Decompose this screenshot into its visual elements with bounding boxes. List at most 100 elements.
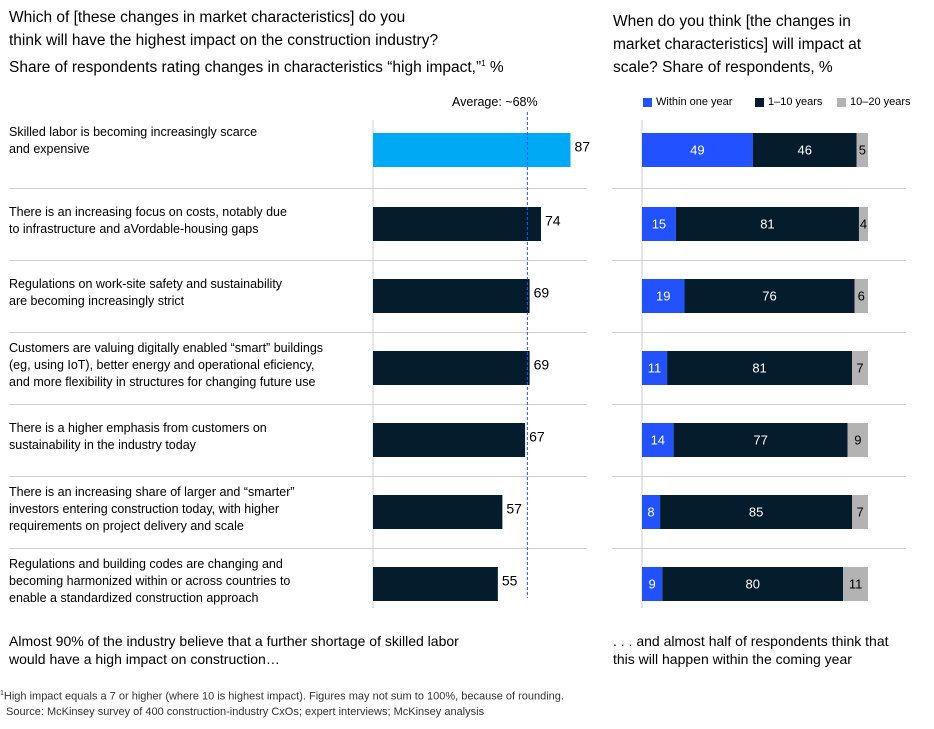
row-label-line: There is an increasing focus on costs, n…	[9, 205, 287, 219]
right-segment-10-20-years	[858, 207, 868, 241]
right-segment-10-20-years	[843, 567, 868, 601]
right-segment-within-one-year	[642, 567, 663, 601]
legend-label: Within one year	[656, 96, 733, 108]
row-label-line: and more flexibility in structures for c…	[9, 374, 316, 389]
left-bar-value-label: 55	[502, 573, 518, 589]
row-label-line: (eg, using IoT), better energy and opera…	[9, 357, 315, 372]
right-segment-value-label: 85	[749, 504, 763, 519]
right-segment-value-label: 14	[651, 432, 665, 447]
right-row-separator	[612, 548, 906, 549]
right-segment-within-one-year	[642, 351, 668, 385]
left-subtitle: Share of respondents rating changes in c…	[9, 52, 504, 79]
right-segment-value-label: 9	[649, 576, 656, 591]
left-title: Which of [these changes in market charac…	[9, 6, 504, 79]
left-subtitle-text: Share of respondents rating changes in c…	[9, 59, 482, 77]
left-row-separator	[9, 188, 587, 189]
row-label-line: investors entering construction today, w…	[9, 501, 280, 516]
legend-swatch-blue	[643, 97, 652, 107]
left-bar	[373, 133, 571, 167]
row-label-line: and expensive	[9, 142, 90, 156]
row-label-line: becoming harmonized within or across cou…	[9, 573, 291, 588]
right-row-separator	[612, 476, 906, 477]
left-bar-value-label: 69	[534, 285, 550, 301]
right-segment-within-one-year	[642, 279, 685, 313]
row-label-line: enable a standardized construction appro…	[9, 590, 259, 605]
right-segment-value-label: 11	[849, 576, 863, 591]
row-label-line: Regulations on work-site safety and sust…	[9, 277, 283, 291]
row-label: Customers are valuing digitally enabled …	[9, 340, 364, 391]
left-bar-value-label: 74	[545, 213, 561, 229]
legend-swatch-gray	[837, 97, 846, 107]
average-label: Average: ~68%	[452, 95, 538, 109]
right-segment-1-10-years	[752, 133, 857, 167]
row-label-line: Regulations and building codes are chang…	[9, 556, 283, 571]
left-bar-chart: 87 74 69 69 67 57 55	[372, 112, 590, 608]
right-segment-value-label: 9	[854, 432, 861, 447]
right-segment-10-20-years	[854, 279, 868, 313]
row-label: There is a higher emphasis from customer…	[9, 420, 364, 454]
left-note-line: Almost 90% of the industry believe that …	[9, 633, 459, 649]
right-note: . . . and almost half of respondents thi…	[613, 632, 889, 668]
row-label-line: There is an increasing share of larger a…	[9, 484, 295, 499]
right-segment-value-label: 8	[647, 504, 654, 519]
left-bar	[373, 567, 498, 601]
right-segment-1-10-years	[660, 495, 853, 529]
right-segment-within-one-year	[642, 495, 661, 529]
right-segment-10-20-years	[852, 495, 868, 529]
right-row-separator	[612, 332, 906, 333]
left-row-separator	[9, 476, 587, 477]
row-label-line: Customers are valuing digitally enabled …	[9, 340, 324, 355]
row-label: Regulations and building codes are chang…	[9, 556, 364, 607]
left-title-line: Which of [these changes in market charac…	[9, 9, 406, 26]
row-label: Regulations on work-site safety and sust…	[9, 276, 364, 310]
right-title-line: scale? Share of respondents, %	[613, 59, 833, 76]
right-segment-1-10-years	[675, 207, 859, 241]
right-row-separator	[612, 260, 906, 261]
left-bar-value-label: 69	[534, 357, 550, 373]
row-label: Skilled labor is becoming increasingly s…	[9, 124, 364, 158]
left-bar-value-label: 87	[574, 139, 590, 155]
left-note: Almost 90% of the industry believe that …	[9, 632, 459, 668]
row-label: There is an increasing focus on costs, n…	[9, 204, 364, 238]
right-segment-within-one-year	[642, 423, 674, 457]
left-row-separator	[9, 548, 587, 549]
left-bar	[373, 495, 503, 529]
left-row-separator	[9, 332, 587, 333]
right-segment-value-label: 6	[858, 288, 865, 303]
right-segment-value-label: 80	[746, 576, 760, 591]
right-segment-value-label: 15	[652, 216, 666, 231]
left-subtitle-footnote-marker: 1	[481, 59, 486, 68]
right-segment-value-label: 19	[656, 288, 670, 303]
row-label-line: Skilled labor is becoming increasingly s…	[9, 125, 258, 139]
left-bar	[373, 423, 526, 457]
legend-label: 1–10 years	[768, 96, 823, 108]
legend-label: 10–20 years	[850, 96, 911, 108]
right-segment-1-10-years	[684, 279, 855, 313]
footnote-marker: 1	[0, 690, 4, 697]
left-bar-value-label: 67	[529, 429, 545, 445]
left-title-line: think will have the highest impact on th…	[9, 32, 439, 49]
row-label-line: to infrastructure and aVordable-housing …	[9, 222, 259, 236]
right-segment-1-10-years	[673, 423, 848, 457]
row-label-line: are becoming increasingly strict	[9, 294, 185, 308]
right-segment-value-label: 76	[762, 288, 776, 303]
right-row-separator	[612, 404, 906, 405]
right-segment-value-label: 7	[856, 360, 863, 375]
legend-10-20-years: 10–20 years	[837, 96, 911, 108]
right-segment-value-label: 4	[860, 216, 867, 231]
left-row-separator	[9, 260, 587, 261]
right-title-line: market characteristics] will impact at	[613, 36, 862, 53]
left-bar	[373, 207, 541, 241]
right-stacked-bar-chart: 49 46 5 15 81 4 19 76 6 11 81 7 14 77 9 8 85 7 9 80 11	[641, 120, 868, 608]
right-segment-value-label: 49	[690, 142, 704, 157]
right-title: When do you think [the changes in market…	[613, 10, 861, 79]
right-segment-1-10-years	[667, 351, 853, 385]
right-segment-within-one-year	[642, 207, 676, 241]
right-segment-value-label: 11	[648, 360, 662, 375]
right-row-separator	[612, 188, 906, 189]
legend-within-one-year: Within one year	[643, 96, 732, 108]
right-segment-1-10-years	[662, 567, 844, 601]
right-segment-value-label: 81	[760, 216, 774, 231]
row-label-line: requirements on project delivery and sca…	[9, 518, 244, 533]
legend-1-10-years: 1–10 years	[755, 96, 822, 108]
